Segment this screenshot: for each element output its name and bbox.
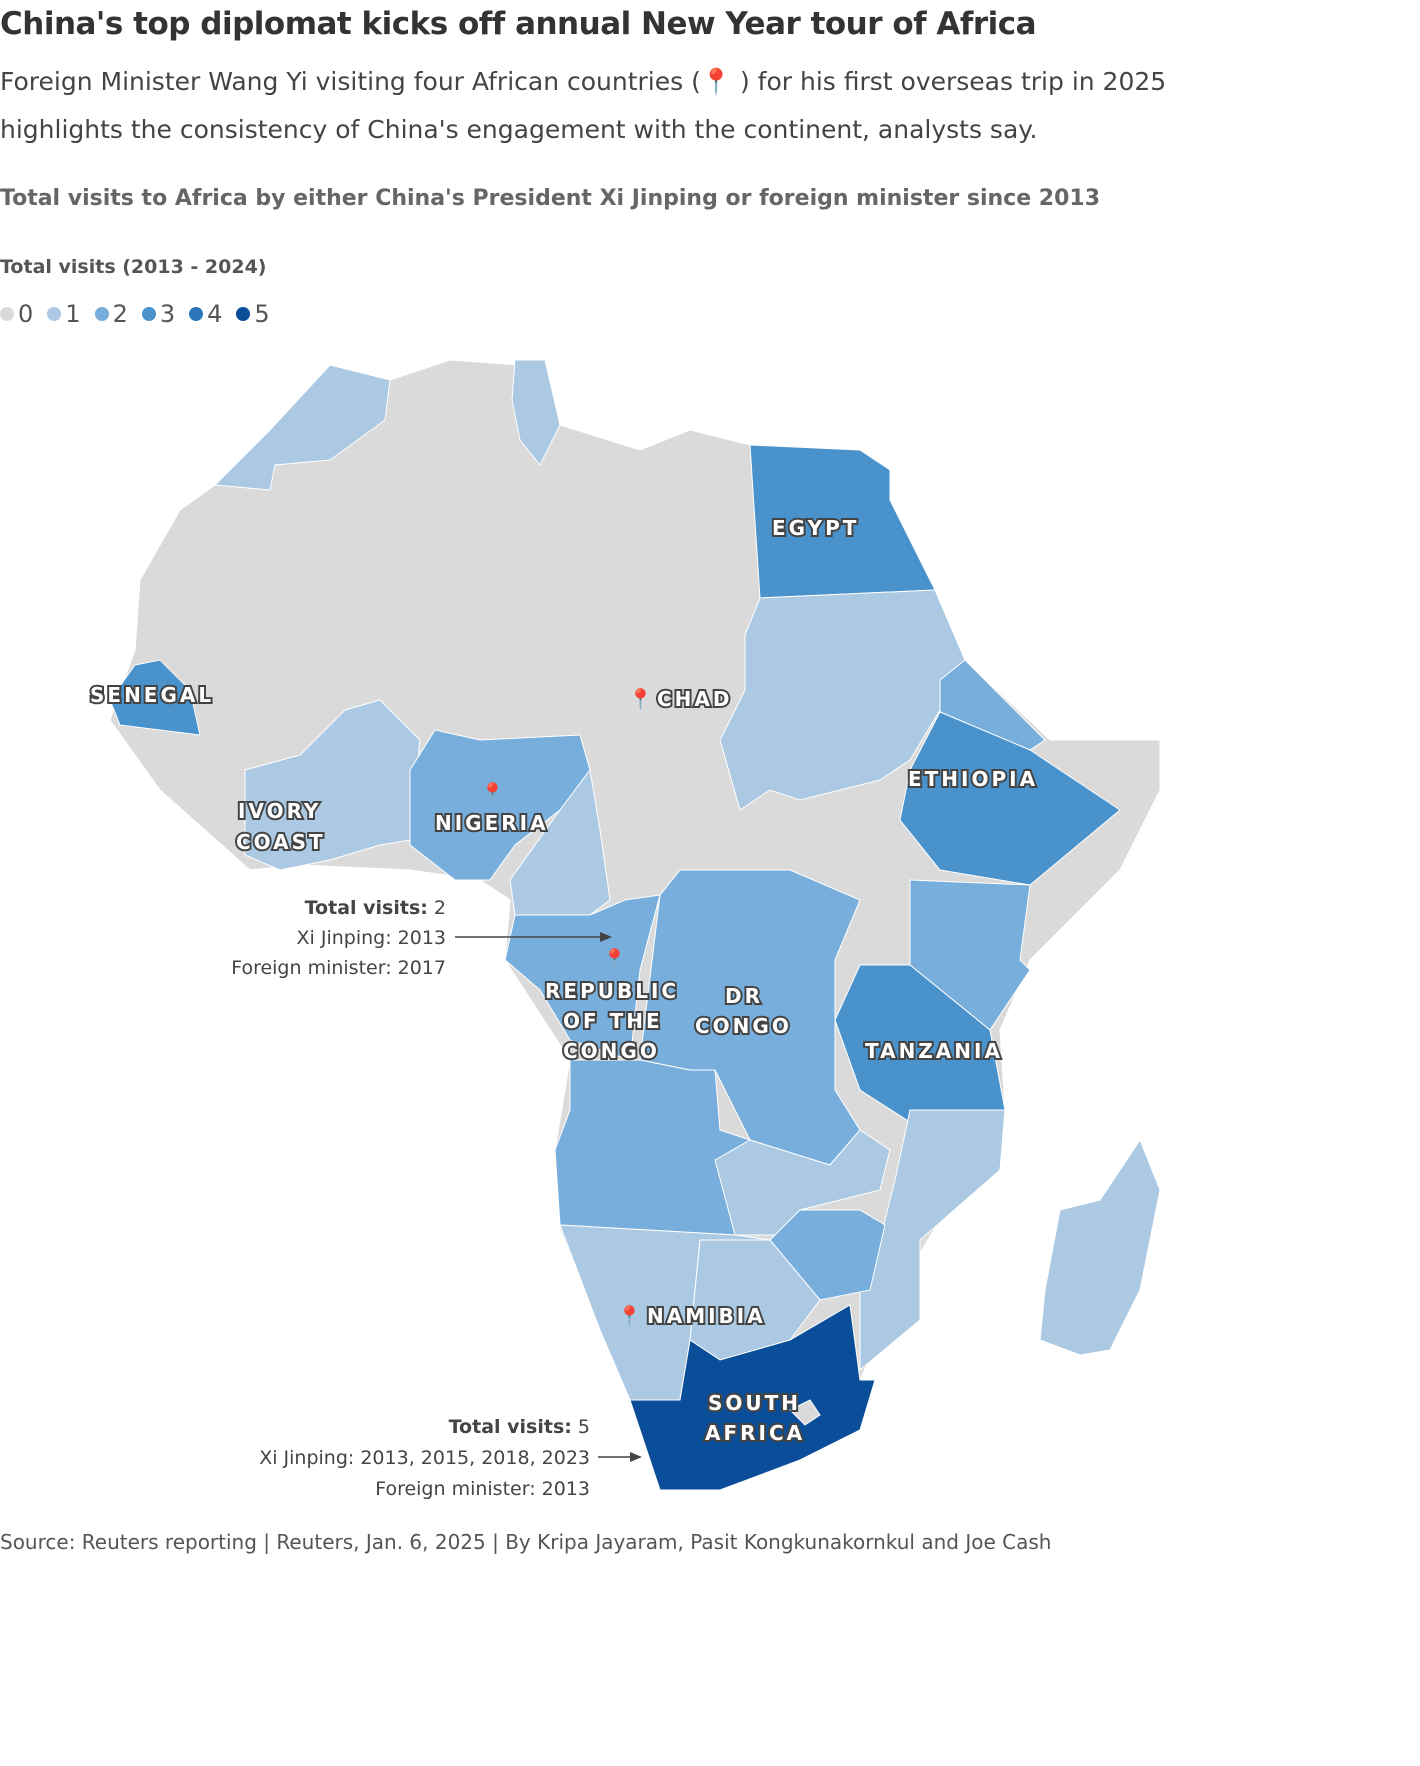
label-nigeria: NIGERIA xyxy=(435,811,549,835)
cameroon xyxy=(509,768,611,916)
lesotho xyxy=(789,1399,821,1426)
legend-swatch xyxy=(141,307,156,321)
pin-icon: 📍 xyxy=(617,1304,642,1328)
annotation-congo: Total visits: 2 Xi Jinping: 2013 Foreign… xyxy=(231,897,612,979)
legend-swatch xyxy=(94,307,109,321)
label-south-africa: SOUTH xyxy=(708,1391,801,1415)
legend-label: 4 xyxy=(207,300,223,328)
legend-item: 5 xyxy=(236,300,270,328)
pin-icon: 📍 xyxy=(602,947,627,971)
legend-label: 1 xyxy=(65,300,81,328)
label-ivory-coast-2: COAST xyxy=(236,830,326,854)
legend-swatch xyxy=(236,307,251,321)
arrow-head xyxy=(600,932,612,942)
label-tanzania: TANZANIA xyxy=(865,1039,1003,1063)
subtitle-text: Foreign Minister Wang Yi visiting four A… xyxy=(0,67,701,96)
label-roc-2: OF THE xyxy=(563,1009,663,1033)
label-chad: CHAD xyxy=(657,687,733,711)
mozambique xyxy=(859,1109,1006,1372)
label-ethiopia: ETHIOPIA xyxy=(908,767,1038,791)
ann-xi: Xi Jinping: 2013 xyxy=(297,927,447,949)
south-africa xyxy=(629,1304,876,1491)
label-ivory-coast: IVORY xyxy=(238,799,321,823)
ann-total-label: Total visits: xyxy=(449,1416,572,1438)
legend-label: 2 xyxy=(112,300,128,328)
label-senegal: SENEGAL xyxy=(90,683,214,707)
subtitle-text-2: ) for his first overseas trip in 2025 hi… xyxy=(0,67,1167,144)
ann-fm: Foreign minister: 2017 xyxy=(231,957,446,979)
svg-text:Total visits: 5: Total visits: 5 xyxy=(449,1416,590,1438)
legend-swatch xyxy=(47,307,62,321)
legend-label: 3 xyxy=(159,300,176,328)
ann-total: 5 xyxy=(578,1416,590,1438)
subtitle: Foreign Minister Wang Yi visiting four A… xyxy=(0,58,1260,154)
legend-swatch xyxy=(189,307,204,321)
legend-item: 2 xyxy=(94,300,128,328)
eritrea xyxy=(939,659,1046,751)
label-drc: DR xyxy=(725,984,763,1008)
source-line: Source: Reuters reporting | Reuters, Jan… xyxy=(0,1530,1052,1554)
pin-icon: 📍 xyxy=(628,687,653,711)
label-namibia: NAMIBIA xyxy=(647,1304,766,1328)
label-roc: REPUBLIC xyxy=(545,979,679,1003)
morocco xyxy=(213,364,391,491)
chart-heading: Total visits to Africa by either China's… xyxy=(0,186,1101,211)
legend-item: 3 xyxy=(141,300,176,328)
legend-swatch xyxy=(0,307,14,321)
madagascar xyxy=(1039,1138,1161,1356)
ann-total: 2 xyxy=(434,897,446,919)
svg-text:Total visits: 2: Total visits: 2 xyxy=(305,897,446,919)
senegal xyxy=(109,659,201,736)
arrow-head xyxy=(630,1452,642,1462)
title: China's top diplomat kicks off annual Ne… xyxy=(0,6,1037,42)
legend-item: 4 xyxy=(189,300,222,328)
legend: 0 1 2 3 4 5 xyxy=(0,300,270,328)
legend-title: Total visits (2013 - 2024) xyxy=(0,256,267,278)
annotation-south-africa: Total visits: 5 Xi Jinping: 2013, 2015, … xyxy=(259,1416,642,1500)
legend-label: 5 xyxy=(254,300,270,328)
pin-icon: 📍 xyxy=(480,781,505,805)
legend-label: 0 xyxy=(18,300,34,328)
ann-fm: Foreign minister: 2013 xyxy=(375,1478,590,1500)
label-roc-3: CONGO xyxy=(563,1039,660,1063)
legend-item: 1 xyxy=(47,300,81,328)
ann-xi: Xi Jinping: 2013, 2015, 2018, 2023 xyxy=(259,1447,590,1469)
tunisia xyxy=(511,359,561,466)
label-south-africa-2: AFRICA xyxy=(705,1421,805,1445)
label-drc-2: CONGO xyxy=(695,1014,792,1038)
zambia xyxy=(714,1129,891,1236)
label-egypt: EGYPT xyxy=(772,516,859,540)
pin-icon: 📍 xyxy=(700,67,732,96)
legend-item: 0 xyxy=(0,300,33,328)
ann-total-label: Total visits: xyxy=(305,897,428,919)
